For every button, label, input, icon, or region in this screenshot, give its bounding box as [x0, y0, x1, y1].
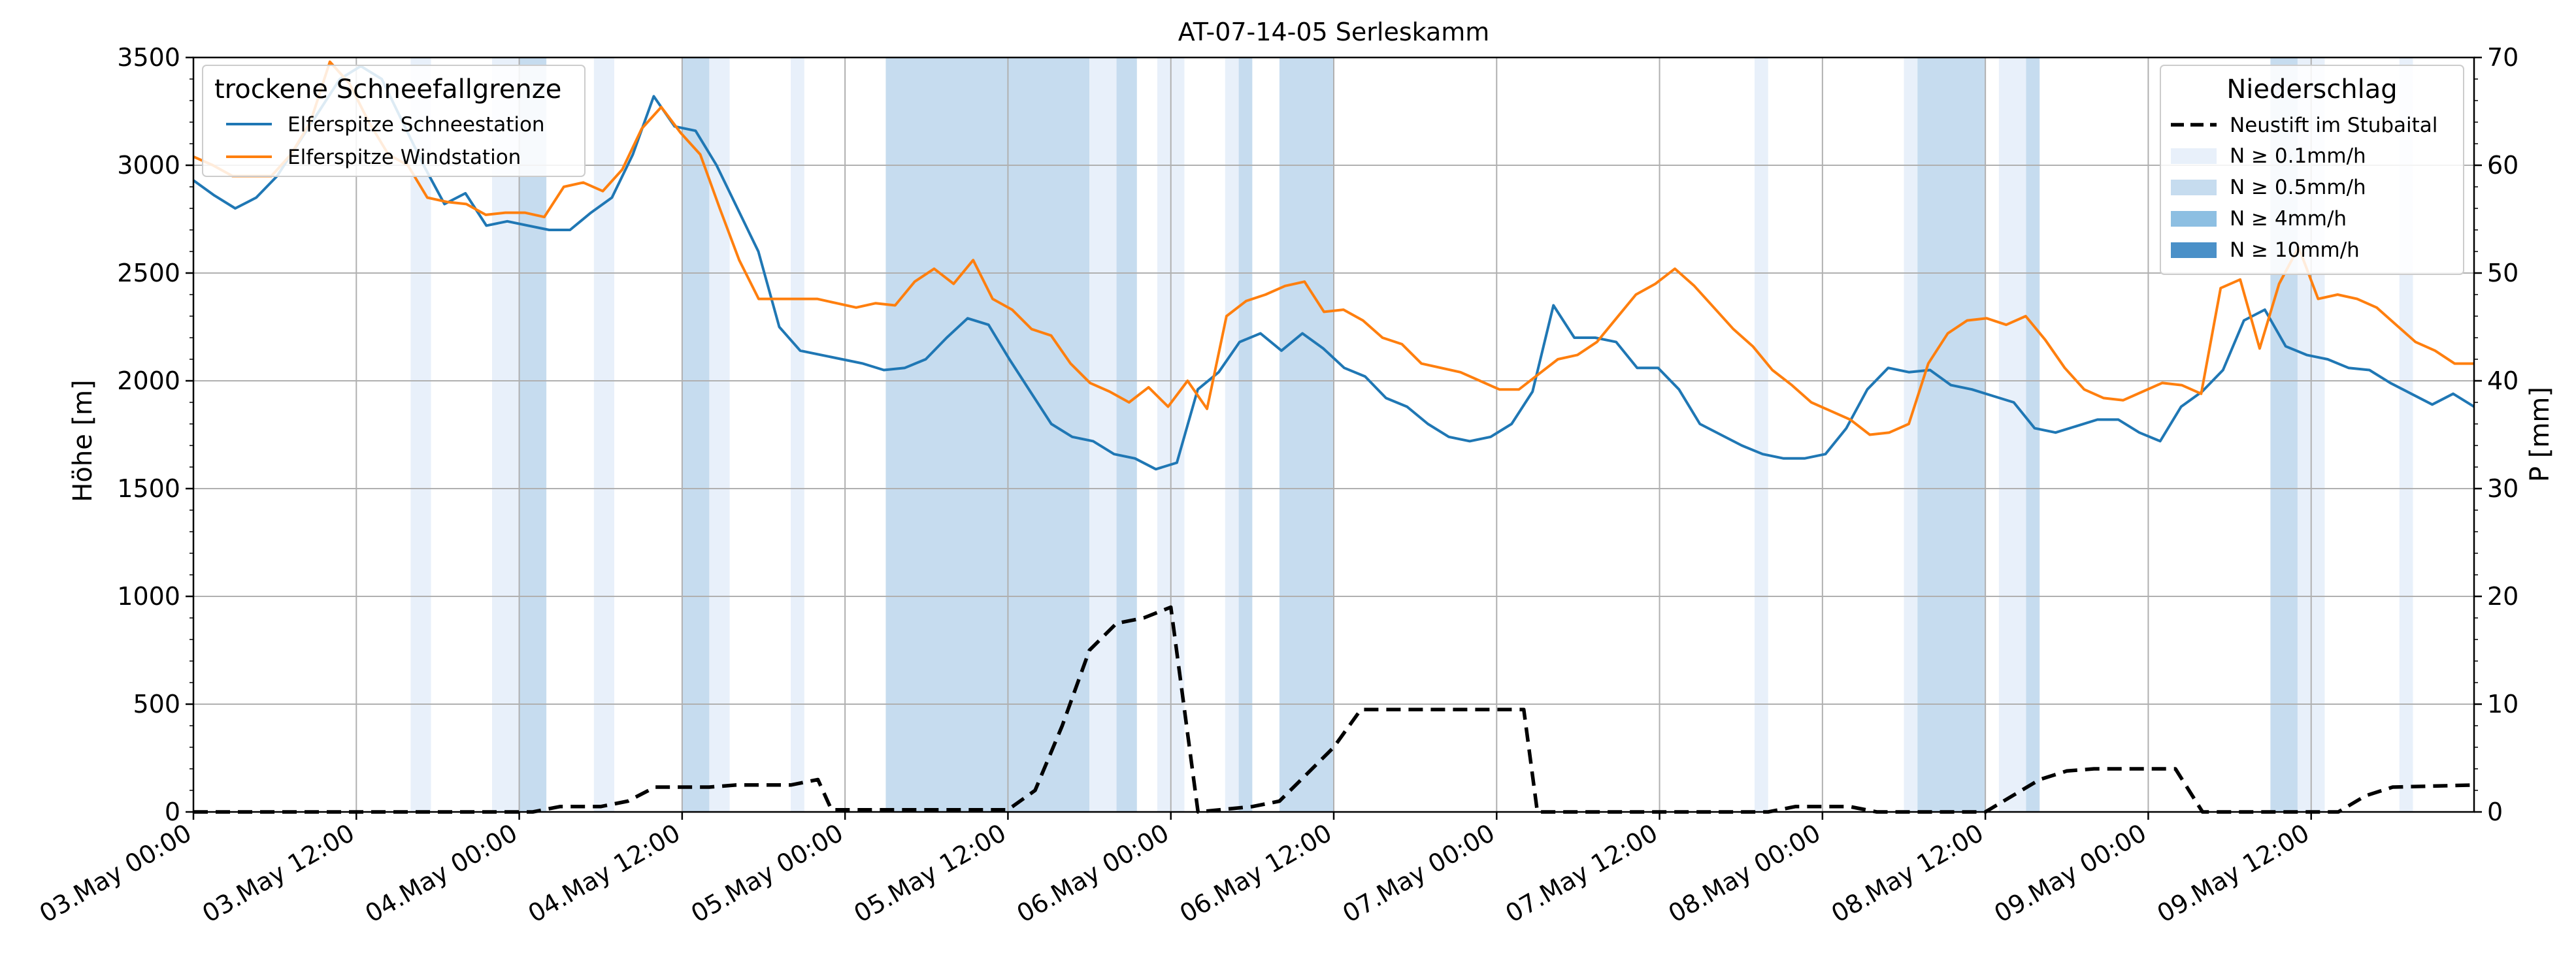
y-tick-label-right: 70: [2487, 43, 2518, 72]
precip-band: [1225, 57, 1239, 812]
y-axis-label-left: Höhe [m]: [68, 380, 98, 502]
y-tick-label-left: 1500: [117, 474, 180, 503]
legend-label-neustift-im-stubaital: Neustift im Stubaital: [2230, 114, 2437, 137]
y-tick-label-left: 1000: [117, 582, 180, 611]
x-tick-label: 07.May 00:00: [1338, 818, 1500, 928]
series-line-neustift-im-stubaital: [193, 605, 2475, 814]
y-tick-label-left: 3500: [117, 43, 180, 72]
precip-band: [492, 57, 520, 812]
precip-band: [885, 57, 1008, 812]
legend-swatch-precip-level: [2171, 148, 2217, 164]
precip-band: [519, 57, 547, 812]
x-tick-label: 04.May 12:00: [523, 818, 685, 928]
y-tick-label-left: 3000: [117, 151, 180, 180]
x-tick-label: 06.May 00:00: [1012, 818, 1174, 928]
series-group: [192, 60, 2475, 814]
y-tick-label-right: 40: [2487, 366, 2518, 395]
x-tick-label: 08.May 00:00: [1664, 818, 1826, 928]
x-tick-label: 07.May 12:00: [1500, 818, 1662, 928]
series-line-elferspitze-schneestation: [192, 65, 2475, 471]
precip-band: [1008, 57, 1090, 812]
y-tick-label-left: 2000: [117, 366, 180, 395]
y-tick-label-left: 500: [133, 690, 180, 719]
precip-band: [593, 57, 614, 812]
precip-band: [410, 57, 431, 812]
legend-right-box: [2160, 65, 2464, 275]
x-tick-label: 03.May 00:00: [35, 818, 197, 928]
x-tick-label: 04.May 00:00: [360, 818, 522, 928]
y-tick-label-left: 0: [165, 798, 180, 826]
legend-right: Niederschlag Neustift im Stubaital N ≥ 0.1…: [2160, 65, 2464, 275]
legend-label-elferspitze-schneestation: Elferspitze Schneestation: [288, 113, 545, 137]
series-line-elferspitze-windstation: [193, 60, 2474, 436]
x-tick-label: 05.May 00:00: [686, 818, 848, 928]
precip-band: [1279, 57, 1334, 812]
precip-band: [2026, 57, 2040, 812]
legend-swatch-precip-level: [2171, 242, 2217, 258]
legend-swatch-precip-level: [2171, 180, 2217, 195]
precip-band: [1754, 57, 1768, 812]
precip-band: [1904, 57, 1918, 812]
x-tick-label: 08.May 12:00: [1826, 818, 1989, 928]
legend-left-box: [202, 65, 586, 177]
legend-label-elferspitze-windstation: Elferspitze Windstation: [288, 146, 521, 169]
legend-label-precip-level: N ≥ 0.5mm/h: [2230, 176, 2366, 199]
chart-title: AT-07-14-05 Serleskamm: [1178, 18, 1490, 46]
legend-left-title: trockene Schneefallgrenze: [214, 74, 561, 105]
y-tick-label-right: 10: [2487, 690, 2518, 719]
y-tick-label-left: 2500: [117, 259, 180, 287]
precip-band: [682, 57, 710, 812]
precip-band: [1238, 57, 1253, 812]
legend-right-title: Niederschlag: [2226, 74, 2397, 105]
legend-label-precip-level: N ≥ 4mm/h: [2230, 207, 2347, 231]
y-tick-label-right: 60: [2487, 151, 2518, 180]
x-tick-label: 06.May 12:00: [1175, 818, 1337, 928]
x-tick-label: 03.May 12:00: [197, 818, 359, 928]
legend-label-precip-level: N ≥ 0.1mm/h: [2230, 144, 2366, 168]
y-tick-label-right: 0: [2487, 798, 2503, 826]
y-tick-label-right: 30: [2487, 474, 2518, 503]
legend-left: trockene Schneefallgrenze Elferspitze Sch…: [202, 65, 586, 177]
precip-band: [1998, 57, 2026, 812]
precip-band: [791, 57, 804, 812]
precip-band: [1917, 57, 1986, 812]
x-tick-label: 09.May 00:00: [1989, 818, 2151, 928]
y-tick-label-right: 50: [2487, 259, 2518, 287]
y-axis-label-right: P [mm]: [2525, 387, 2555, 482]
legend-label-precip-level: N ≥ 10mm/h: [2230, 238, 2360, 262]
y-tick-label-right: 20: [2487, 582, 2518, 611]
legend-swatch-precip-level: [2171, 211, 2217, 227]
x-tick-label: 09.May 12:00: [2153, 818, 2315, 928]
x-tick-label: 05.May 12:00: [849, 818, 1011, 928]
precip-bands: [410, 57, 2413, 812]
precip-band: [1116, 57, 1137, 812]
